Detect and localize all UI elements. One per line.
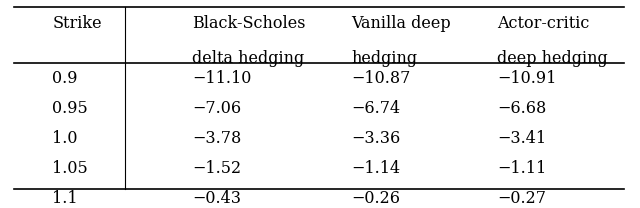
Text: −6.68: −6.68 <box>497 100 547 117</box>
Text: −3.36: −3.36 <box>351 130 400 147</box>
Text: deep hedging: deep hedging <box>497 50 608 67</box>
Text: Strike: Strike <box>52 15 102 32</box>
Text: delta hedging: delta hedging <box>192 50 304 67</box>
Text: 1.05: 1.05 <box>52 160 88 177</box>
Text: −1.14: −1.14 <box>351 160 400 177</box>
Text: −0.27: −0.27 <box>497 190 546 207</box>
Text: 0.95: 0.95 <box>52 100 88 117</box>
Text: hedging: hedging <box>351 50 417 67</box>
Text: −3.78: −3.78 <box>192 130 241 147</box>
Text: −3.41: −3.41 <box>497 130 547 147</box>
Text: 1.1: 1.1 <box>52 190 78 207</box>
Text: −10.91: −10.91 <box>497 70 557 87</box>
Text: 0.9: 0.9 <box>52 70 77 87</box>
Text: −10.87: −10.87 <box>351 70 410 87</box>
Text: −6.74: −6.74 <box>351 100 400 117</box>
Text: −0.26: −0.26 <box>351 190 400 207</box>
Text: −1.11: −1.11 <box>497 160 547 177</box>
Text: Black-Scholes: Black-Scholes <box>192 15 305 32</box>
Text: Actor-critic: Actor-critic <box>497 15 589 32</box>
Text: −1.52: −1.52 <box>192 160 241 177</box>
Text: 1.0: 1.0 <box>52 130 77 147</box>
Text: −0.43: −0.43 <box>192 190 241 207</box>
Text: −7.06: −7.06 <box>192 100 241 117</box>
Text: Vanilla deep: Vanilla deep <box>351 15 451 32</box>
Text: −11.10: −11.10 <box>192 70 252 87</box>
